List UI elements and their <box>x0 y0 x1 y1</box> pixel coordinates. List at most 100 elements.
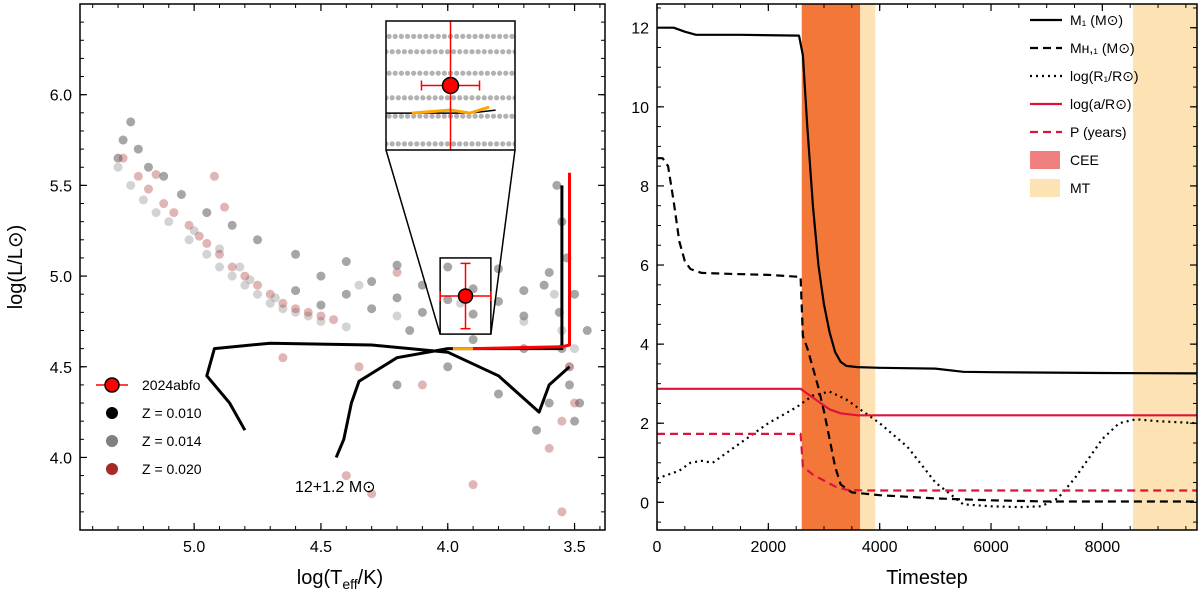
hr-point <box>544 267 554 277</box>
inset-point <box>420 95 426 101</box>
inset-point <box>509 33 515 39</box>
hr-point <box>341 257 351 267</box>
inset-point <box>484 70 490 76</box>
legend-label: Z = 0.010 <box>142 405 202 421</box>
hr-point <box>253 289 263 299</box>
inset-point <box>493 95 500 101</box>
zoom-connector <box>490 149 516 335</box>
hr-point <box>138 195 148 205</box>
inset-point <box>404 113 411 119</box>
y-tick-label: 4 <box>640 337 649 354</box>
hr-point <box>303 311 313 321</box>
legend-marker <box>106 407 118 419</box>
x-tick-label: 0 <box>653 539 662 556</box>
inset-point <box>404 70 411 76</box>
hr-point <box>278 353 288 363</box>
phase-band-mt <box>860 4 876 530</box>
hr-point <box>329 315 339 325</box>
legend-label: CEE <box>1070 152 1099 168</box>
hr-point <box>143 184 153 194</box>
inset-point <box>435 33 441 39</box>
inset-point <box>469 49 475 55</box>
observation-point <box>441 76 460 95</box>
hr-point <box>202 208 212 218</box>
inset-point <box>444 95 451 101</box>
hr-point <box>468 480 478 490</box>
hr-point <box>316 316 326 326</box>
inset-point <box>429 113 435 119</box>
hr-point <box>570 289 580 299</box>
hr-point <box>392 267 402 277</box>
hr-point <box>214 244 224 254</box>
inset-point <box>500 95 506 101</box>
legend-label: Z = 0.014 <box>142 433 202 449</box>
hr-point <box>227 271 237 281</box>
inset-point <box>423 70 429 76</box>
inset-point <box>457 141 463 147</box>
inset-point <box>420 49 426 55</box>
hr-point <box>291 249 301 259</box>
hr-diagram-panel: 12+1.2 M⊙ 2024abfo Z = 0.010 Z = 0.014 Z = … <box>5 3 606 592</box>
legend-label: M₁ (M⊙) <box>1070 12 1123 28</box>
hr-point <box>240 271 250 281</box>
inset-point <box>460 113 466 119</box>
hr-point <box>303 307 313 317</box>
hr-evolution-tracks <box>205 172 571 458</box>
hr-point <box>549 289 559 299</box>
hr-point <box>118 135 128 145</box>
hr-point <box>202 249 212 259</box>
y-tick-label: 5.5 <box>50 178 72 195</box>
inset-point <box>490 33 497 39</box>
hr-point <box>126 117 136 127</box>
hr-plot-background <box>80 4 605 530</box>
inset-point <box>417 113 423 119</box>
y-tick-label: 6 <box>640 258 649 275</box>
legend-marker <box>104 377 120 393</box>
hr-point <box>367 489 377 499</box>
inset-point <box>497 113 503 119</box>
hr-point <box>552 180 562 190</box>
inset-point <box>466 70 472 76</box>
inset-point <box>475 95 481 101</box>
hr-point <box>341 289 351 299</box>
inset-point <box>417 70 423 76</box>
inset-point <box>407 141 414 147</box>
inset-point <box>426 141 432 147</box>
zoom-connector <box>385 149 441 335</box>
inset-point <box>438 49 444 55</box>
x-tick-label: 4000 <box>862 539 898 556</box>
inset-point <box>487 49 494 55</box>
hr-point <box>143 162 153 172</box>
hr-point <box>227 220 237 230</box>
inset-point <box>463 49 469 55</box>
inset-point <box>441 70 447 76</box>
hr-point <box>291 307 301 317</box>
inset-point <box>472 70 478 76</box>
inset-point <box>407 95 414 101</box>
hr-track-line <box>473 172 571 351</box>
phase-band-cee <box>801 4 861 530</box>
inset-point <box>484 33 490 39</box>
inset-point <box>404 33 411 39</box>
inset-point <box>435 113 441 119</box>
inset-point <box>450 49 457 55</box>
inset-point <box>392 33 398 39</box>
inset-point <box>460 70 466 76</box>
inset-track <box>386 109 496 114</box>
x-tick-label: 8000 <box>1085 539 1121 556</box>
inset-point <box>481 49 487 55</box>
hr-point <box>278 304 288 314</box>
inset-point <box>432 95 438 101</box>
inset-point <box>450 95 457 101</box>
timestep-legend: M₁ (M⊙) Mʜ,₁ (M⊙) log(R₁/R⊙) log(a/R⊙) P (ye… <box>1030 12 1139 197</box>
hr-point <box>133 171 143 181</box>
inset-point <box>401 49 408 55</box>
inset-point <box>392 70 398 76</box>
inset-point <box>481 141 487 147</box>
legend-marker <box>106 435 118 447</box>
inset-point <box>450 141 457 147</box>
y-tick-label: 6.0 <box>50 88 72 105</box>
hr-point <box>468 309 478 319</box>
inset-point <box>497 70 503 76</box>
